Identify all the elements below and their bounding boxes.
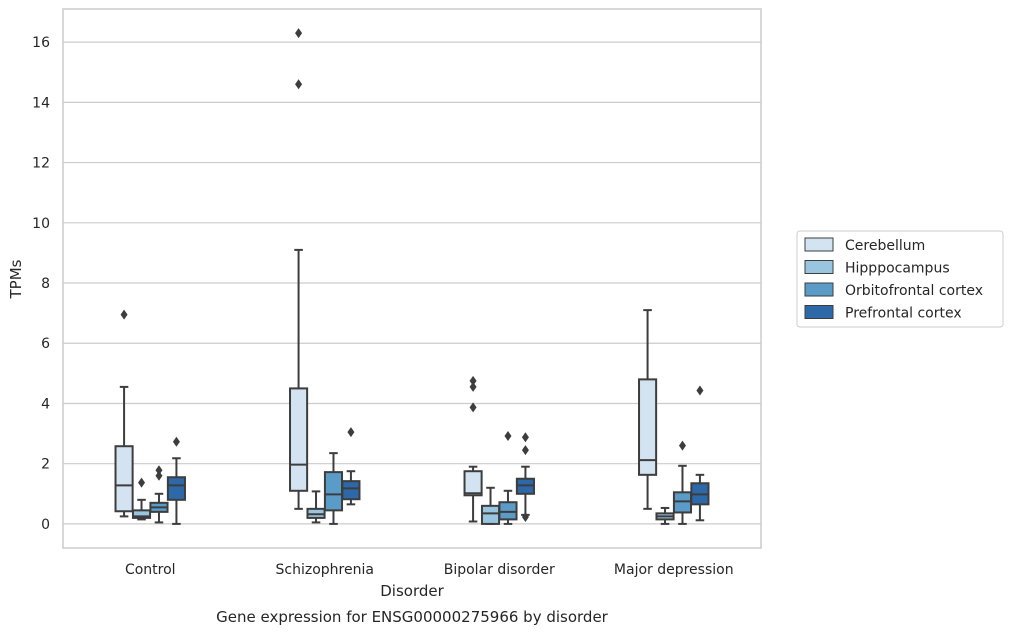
box-orbitofrontal-cortex	[149, 465, 169, 524]
legend-frame	[796, 230, 1004, 328]
legend-label: Prefrontal cortex	[845, 306, 962, 322]
outlier-point	[172, 436, 180, 447]
box-orbitofrontal-cortex	[323, 452, 344, 525]
box-body	[166, 476, 186, 501]
box-cerebellum	[463, 375, 483, 523]
y-tick-label: 12	[32, 156, 50, 172]
outlier-point	[295, 79, 303, 90]
box-cerebellum	[289, 28, 309, 510]
plot-frame	[62, 8, 762, 549]
box-hipppocampus	[131, 477, 152, 521]
x-tick-label: Bipolar disorder	[444, 562, 555, 578]
box-body	[341, 480, 361, 501]
chart-title: Gene expression for ENSG00000275966 by d…	[216, 608, 609, 626]
y-tick-label: 4	[41, 396, 50, 412]
box-hipppocampus	[480, 486, 501, 525]
outlier-point	[347, 427, 355, 438]
legend-label: Hipppocampus	[845, 261, 950, 277]
box-prefrontal-cortex	[341, 427, 361, 506]
legend-swatch	[804, 282, 834, 297]
outlier-point	[155, 470, 163, 481]
y-tick-label: 0	[41, 517, 50, 533]
plot-area	[62, 8, 762, 549]
outlier-point	[521, 445, 529, 456]
outlier-point	[138, 477, 146, 488]
y-tick-label: 10	[32, 216, 50, 232]
legend-swatch	[804, 260, 834, 274]
outlier-point	[696, 385, 704, 396]
y-tick-label: 8	[41, 276, 50, 292]
legend: Cerebellum Hipppocampus Orbitofrontal cort…	[796, 230, 1004, 328]
legend-label: Cerebellum	[845, 238, 925, 254]
box-body	[480, 504, 501, 525]
x-tick-label: Major depression	[614, 562, 734, 578]
outlier-point	[120, 309, 128, 320]
box-hipppocampus	[655, 506, 675, 525]
y-axis-label: TPMs	[7, 259, 25, 299]
box-body	[114, 445, 134, 513]
box-orbitofrontal-cortex	[498, 430, 518, 525]
outlier-point	[155, 465, 163, 476]
outlier-point	[469, 381, 477, 392]
box-cerebellum	[114, 309, 134, 518]
outlier-point	[469, 402, 477, 413]
box-body	[672, 491, 693, 514]
y-tick-label: 16	[32, 35, 50, 51]
box-body	[638, 378, 658, 476]
box-body	[463, 470, 483, 497]
y-tick-label: 6	[41, 336, 50, 352]
outlier-point	[521, 511, 529, 522]
box-body	[289, 387, 309, 492]
legend-swatch	[804, 237, 834, 252]
box-prefrontal-cortex	[515, 432, 535, 522]
x-axis-ticks: Control Schizophrenia Bipolar disorder Majo…	[125, 562, 734, 578]
y-tick-label: 2	[41, 457, 50, 473]
outlier-point	[469, 375, 477, 386]
outlier-point	[295, 28, 303, 39]
x-axis-label: Disorder	[380, 582, 444, 600]
outlier-point	[504, 430, 512, 441]
box-body	[323, 471, 344, 512]
box-body	[131, 509, 152, 519]
x-tick-label: Schizophrenia	[276, 562, 374, 578]
box-hipppocampus	[306, 490, 326, 524]
legend-label: Orbitofrontal cortex	[845, 283, 983, 299]
legend-swatch	[804, 305, 834, 319]
y-tick-label: 14	[32, 95, 50, 111]
y-axis-ticks: 0 2 4 6 8 10 12 14 16	[32, 35, 50, 533]
box-prefrontal-cortex	[166, 436, 186, 525]
outlier-point	[678, 440, 686, 451]
box-orbitofrontal-cortex	[672, 440, 693, 525]
box-cerebellum	[638, 309, 658, 510]
outlier-point	[521, 432, 529, 443]
box-body	[498, 501, 518, 521]
box-prefrontal-cortex	[690, 385, 710, 522]
x-tick-label: Control	[125, 562, 176, 578]
